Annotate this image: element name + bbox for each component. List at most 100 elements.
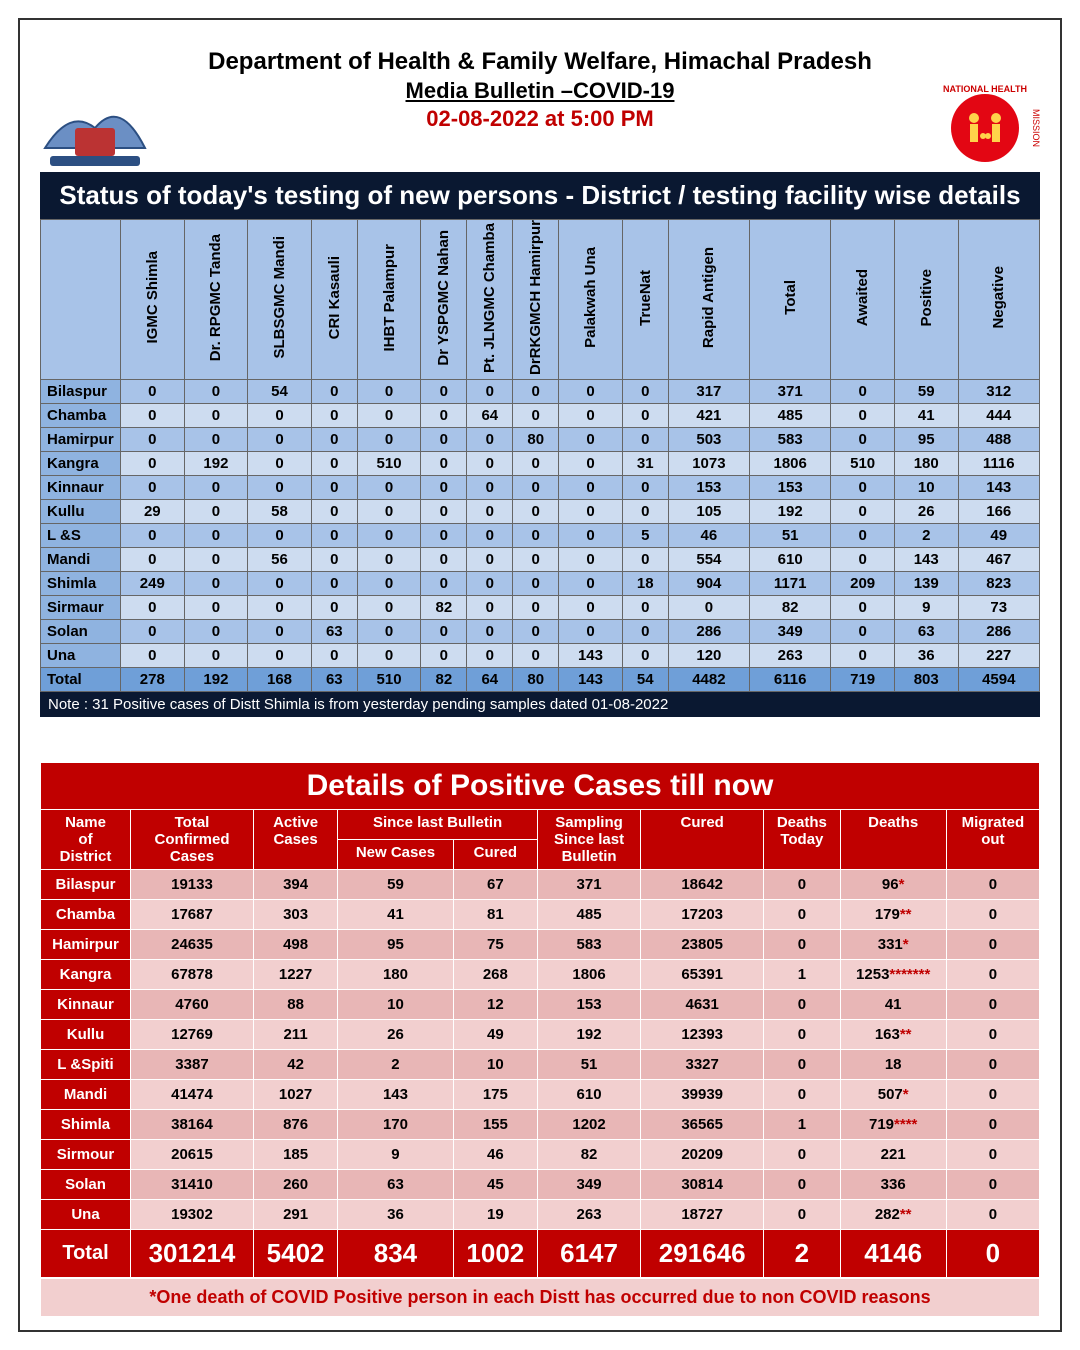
- cell: 1116: [958, 452, 1039, 476]
- cell: 65391: [641, 960, 764, 990]
- cell: 0: [357, 380, 421, 404]
- page: NATIONAL HEALTH MISSION Department of He…: [18, 18, 1062, 1332]
- cell: 0: [764, 930, 840, 960]
- cell: 0: [184, 644, 248, 668]
- cell: 1027: [253, 1080, 337, 1110]
- table-row: L &S000000000546510249: [41, 524, 1040, 548]
- cell: 0: [513, 500, 559, 524]
- cell: 0: [421, 644, 467, 668]
- district-label: Mandi: [41, 548, 121, 572]
- district-label: L &S: [41, 524, 121, 548]
- cell: 0: [946, 900, 1039, 930]
- cell: 82: [750, 596, 831, 620]
- cell: 421: [668, 404, 749, 428]
- cell: 153: [537, 990, 640, 1020]
- cell: 143: [894, 548, 958, 572]
- cell: 3327: [641, 1050, 764, 1080]
- cell: 42: [253, 1050, 337, 1080]
- cell: 1171: [750, 572, 831, 596]
- header: NATIONAL HEALTH MISSION Department of He…: [40, 48, 1040, 132]
- cell: 19133: [131, 870, 254, 900]
- cell: 0: [248, 476, 312, 500]
- cell: 4631: [641, 990, 764, 1020]
- cell: 0: [622, 404, 668, 428]
- cell: 1: [764, 1110, 840, 1140]
- cell: 0: [184, 428, 248, 452]
- table-row: Sirmaur000008200000820973: [41, 596, 1040, 620]
- cell: 221: [840, 1140, 946, 1170]
- table-row: Chamba176873034181485172030179**0: [41, 900, 1040, 930]
- cell: 282**: [840, 1200, 946, 1230]
- cell: 18: [622, 572, 668, 596]
- cell: 0: [121, 404, 185, 428]
- cell: 0: [311, 452, 357, 476]
- cell: 554: [668, 548, 749, 572]
- table-row: Shimla24900000000189041171209139823: [41, 572, 1040, 596]
- district-label: Hamirpur: [41, 930, 131, 960]
- district-label: Una: [41, 644, 121, 668]
- cell: 349: [537, 1170, 640, 1200]
- district-label: Shimla: [41, 1110, 131, 1140]
- table-row: Kullu290580000000105192026166: [41, 500, 1040, 524]
- cell: 155: [453, 1110, 537, 1140]
- cell: 1227: [253, 960, 337, 990]
- nhm-logo: NATIONAL HEALTH MISSION: [930, 78, 1040, 168]
- cell: 0: [248, 452, 312, 476]
- cell: 45: [453, 1170, 537, 1200]
- cell: 12769: [131, 1020, 254, 1050]
- cell: 0: [513, 380, 559, 404]
- cell: 1202: [537, 1110, 640, 1140]
- cell: 59: [894, 380, 958, 404]
- t1-col-header: Palakwah Una: [559, 220, 623, 380]
- positive-table: NameofDistrictTotalConfirmedCasesActiveC…: [40, 809, 1040, 1278]
- t1-col-header: IHBT Palampur: [357, 220, 421, 380]
- t2-col-header: NameofDistrict: [41, 810, 131, 870]
- cell: 312: [958, 380, 1039, 404]
- cell: 507*: [840, 1080, 946, 1110]
- cell: 0: [513, 404, 559, 428]
- cell: 192: [184, 452, 248, 476]
- district-label: Mandi: [41, 1080, 131, 1110]
- t1-col-header: Awaited: [831, 220, 895, 380]
- cell: 0: [467, 524, 513, 548]
- cell: 41: [338, 900, 454, 930]
- cell: 0: [559, 380, 623, 404]
- cell: 0: [467, 476, 513, 500]
- cell: 31410: [131, 1170, 254, 1200]
- cell: 0: [831, 644, 895, 668]
- cell: 488: [958, 428, 1039, 452]
- cell: 49: [958, 524, 1039, 548]
- district-label: Kangra: [41, 452, 121, 476]
- cell: 24635: [131, 930, 254, 960]
- cell: 0: [357, 596, 421, 620]
- table-row: Hamirpur246354989575583238050331*0: [41, 930, 1040, 960]
- cell: 96*: [840, 870, 946, 900]
- cell: 10: [453, 1050, 537, 1080]
- cell: 0: [184, 572, 248, 596]
- cell: 18642: [641, 870, 764, 900]
- cell: 0: [311, 524, 357, 548]
- cell: 46: [668, 524, 749, 548]
- cell: 0: [311, 428, 357, 452]
- district-label: Solan: [41, 620, 121, 644]
- cell: 0: [622, 428, 668, 452]
- district-label: Chamba: [41, 900, 131, 930]
- cell: 10: [338, 990, 454, 1020]
- cell: 0: [513, 548, 559, 572]
- cell: 63: [311, 620, 357, 644]
- district-label: Una: [41, 1200, 131, 1230]
- cell: 0: [764, 1020, 840, 1050]
- cell: 0: [421, 572, 467, 596]
- district-label: Bilaspur: [41, 870, 131, 900]
- cell: 143: [559, 644, 623, 668]
- table-row: Mandi414741027143175610399390507*0: [41, 1080, 1040, 1110]
- cell: 0: [121, 644, 185, 668]
- positive-footnote: *One death of COVID Positive person in e…: [40, 1278, 1040, 1317]
- t2-col-header: ActiveCases: [253, 810, 337, 870]
- cell: 0: [668, 596, 749, 620]
- cell: 0: [421, 428, 467, 452]
- district-label: Hamirpur: [41, 428, 121, 452]
- cell: 82: [421, 596, 467, 620]
- district-label: Kullu: [41, 500, 121, 524]
- cell: 75: [453, 930, 537, 960]
